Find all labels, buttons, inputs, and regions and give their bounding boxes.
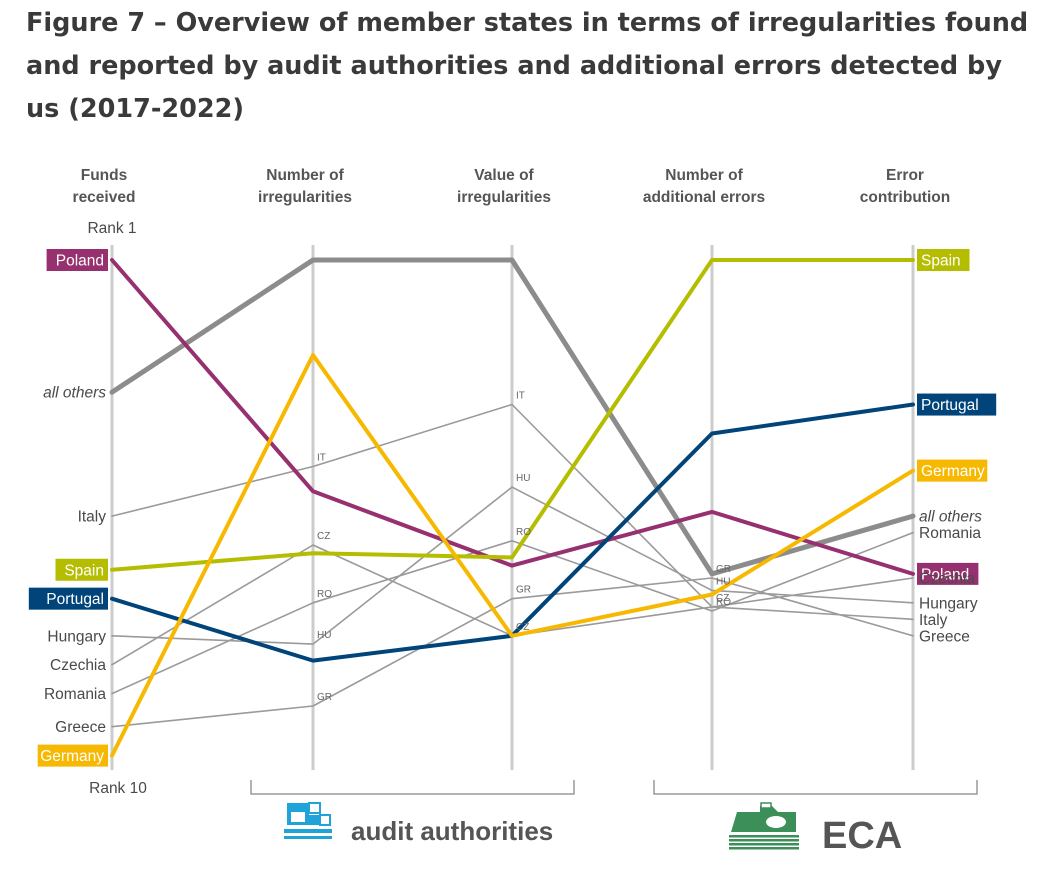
- axis-header: additional errors: [643, 189, 765, 206]
- series-label-box-poland: [46, 249, 108, 271]
- series-code-label: CZ: [317, 531, 330, 542]
- series-code-label: GR: [516, 585, 531, 596]
- group-label-eca: ECA: [822, 815, 902, 857]
- series-label-spain: Spain: [64, 562, 104, 579]
- axis-header: Error: [886, 167, 924, 184]
- series-line-poland: [110, 258, 915, 576]
- series-label-greece: Greece: [55, 719, 106, 736]
- series-label-poland: Poland: [921, 566, 969, 583]
- bracket-eca: [653, 780, 978, 795]
- series-label-spain: Spain: [921, 253, 961, 270]
- series-labels: Poland Poland all others all others Italy IT I…: [28, 249, 997, 767]
- series-code-label: CZ: [716, 593, 729, 604]
- axis-header: irregularities: [258, 189, 352, 206]
- series-label-romania: Romania: [919, 525, 981, 542]
- group-brackets: audit authorities ECA: [250, 780, 978, 857]
- series-label-box-poland: [917, 562, 979, 585]
- series-label-portugal: Portugal: [46, 591, 104, 608]
- series-label-box-portugal: [917, 393, 997, 416]
- series-label-box-germany: [917, 459, 988, 482]
- series-label-poland: Poland: [56, 253, 104, 270]
- axis-header: contribution: [860, 189, 950, 206]
- rank-bottom-label: Rank 10: [89, 780, 147, 797]
- series-label-box-spain: [917, 249, 970, 271]
- axis-header: received: [73, 189, 136, 206]
- series-label-germany: Germany: [40, 748, 104, 765]
- series-code-label: CZ: [516, 622, 529, 633]
- series-code-label: RO: [716, 597, 731, 608]
- axis-header: irregularities: [457, 189, 551, 206]
- series-label-box-portugal: [28, 587, 108, 610]
- series-lines: [109, 257, 916, 758]
- series-label-greece: Greece: [919, 628, 970, 645]
- series-label-portugal: Portugal: [921, 397, 979, 414]
- series-code-label: GR: [317, 692, 332, 703]
- series-code-label: GR: [716, 564, 731, 575]
- axis-header: Number of: [266, 167, 344, 184]
- axis-header: Value of: [474, 167, 534, 184]
- figure-title: Figure 7 – Overview of member states in …: [26, 8, 1029, 124]
- group-label-audit-authorities: audit authorities: [351, 816, 553, 846]
- bracket-audit-authorities: [250, 780, 575, 795]
- series-label-box-germany: [37, 744, 109, 767]
- series-code-label: RO: [516, 527, 531, 538]
- eca-icon: [729, 802, 799, 850]
- series-label-italy: Italy: [78, 509, 107, 526]
- series-label-germany: Germany: [921, 463, 985, 480]
- series-label-all-others: all others: [43, 385, 106, 402]
- series-line-romania: [111, 531, 914, 695]
- series-line-germany: [110, 353, 915, 758]
- series-label-czechia: Czechia: [919, 571, 975, 588]
- series-line-italy: [111, 403, 914, 621]
- axes: Funds received Number of irregularities Valu…: [73, 167, 951, 797]
- series-label-hungary: Hungary: [47, 628, 106, 645]
- series-code-label: HU: [516, 473, 530, 484]
- series-line-greece: [111, 577, 914, 728]
- series-label-box-spain: [55, 558, 108, 581]
- series-code-label: HU: [317, 630, 331, 641]
- audit-authorities-icon: [284, 802, 332, 839]
- axis-header: Funds: [81, 167, 128, 184]
- series-label-italy: Italy: [919, 612, 948, 629]
- series-code-label: RO: [317, 589, 332, 600]
- series-code-label: IT: [516, 391, 525, 402]
- series-label-czechia: Czechia: [50, 657, 106, 674]
- series-label-romania: Romania: [44, 686, 106, 703]
- series-code-label: HU: [716, 576, 730, 587]
- series-code-label: IT: [317, 453, 326, 464]
- axis-header: Number of: [665, 167, 743, 184]
- rank-top-label: Rank 1: [87, 220, 136, 237]
- series-line-spain: [110, 258, 915, 572]
- series-label-all-others: all others: [919, 509, 982, 526]
- series-label-hungary: Hungary: [919, 595, 978, 612]
